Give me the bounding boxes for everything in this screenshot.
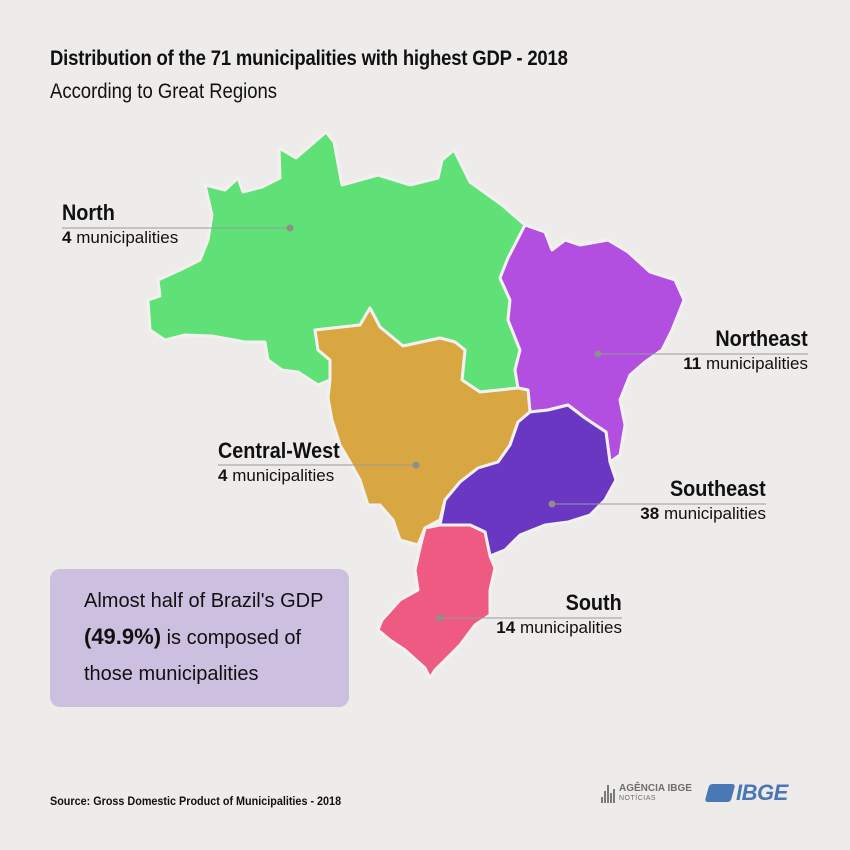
page-subtitle: According to Great Regions (50, 80, 278, 103)
marker-southeast (548, 500, 556, 508)
ibge-mark-icon (704, 784, 736, 802)
marker-central-west (412, 461, 420, 469)
page-title: Distribution of the 71 municipalities wi… (50, 47, 568, 70)
region-unit: municipalities (519, 618, 622, 637)
note-line-1: Almost half of Brazil's GDP (84, 590, 324, 612)
marker-north (286, 224, 294, 232)
region-name: North (62, 200, 115, 225)
region-south[interactable] (376, 523, 497, 680)
region-name: Central-West (218, 438, 340, 463)
region-southeast[interactable] (438, 403, 618, 558)
region-name: Southeast (670, 476, 766, 501)
note-highlight: (49.9%) (84, 624, 162, 649)
region-unit: municipalities (705, 354, 808, 373)
ibge-logo: IBGE (704, 780, 788, 806)
marker-south (436, 614, 444, 622)
label-southeast: Southeast 38 municipalities (640, 476, 766, 524)
note-line-3: those municipalities (84, 663, 259, 685)
label-central-west: Central-West 4 municipalities (218, 438, 353, 486)
source-text: Source: Gross Domestic Product of Munici… (50, 794, 342, 808)
agency-name: AGÊNCIA IBGE (619, 783, 692, 794)
region-count: 38 (640, 504, 660, 523)
region-name: South (565, 590, 622, 615)
marker-northeast (594, 350, 602, 358)
region-count: 4 (62, 228, 72, 247)
region-unit: municipalities (663, 504, 766, 523)
region-unit: municipalities (232, 466, 335, 485)
agency-sub: NOTÍCIAS (619, 795, 657, 802)
ibge-wordmark: IBGE (736, 780, 788, 805)
region-name: Northeast (715, 326, 808, 351)
note-line-2: is composed of (161, 627, 302, 649)
label-northeast: Northeast 11 municipalities (683, 326, 808, 374)
agency-bars-icon (601, 785, 615, 803)
region-count: 14 (496, 618, 516, 637)
label-north: North 4 municipalities (62, 200, 178, 248)
region-count: 4 (218, 466, 228, 485)
region-count: 11 (683, 354, 702, 373)
label-south: South 14 municipalities (496, 590, 622, 638)
region-northeast[interactable] (498, 223, 686, 464)
gdp-note-box: Almost half of Brazil's GDP (49.9%) is c… (50, 569, 349, 707)
region-unit: municipalities (76, 228, 179, 247)
agencia-ibge-logo: AGÊNCIA IBGE NOTÍCIAS (601, 781, 692, 807)
